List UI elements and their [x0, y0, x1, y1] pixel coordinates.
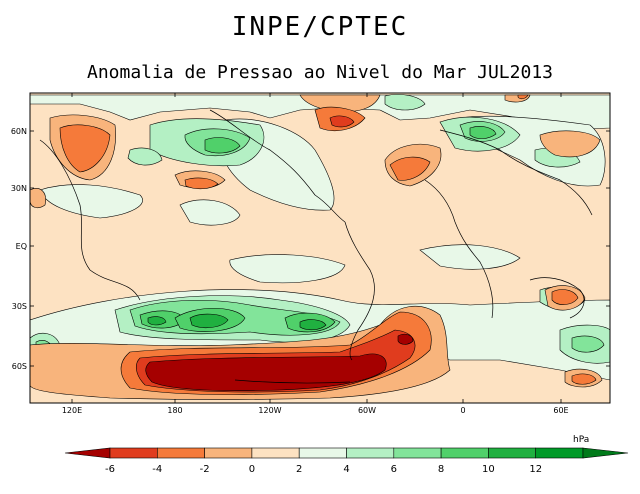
anomaly-band-8-10: [147, 313, 327, 331]
colorbar-label: 2: [296, 464, 302, 475]
colorbar-label: -6: [105, 464, 115, 475]
lat-tick-label: 30N: [11, 184, 27, 193]
plot-frame: [29, 92, 611, 404]
lat-tick-label: 60S: [12, 362, 27, 371]
colorbar-segment: [204, 447, 253, 459]
longitude-axis: 120E 180 120W 60W 0 60E: [62, 93, 569, 415]
colorbar-label: 0: [249, 464, 255, 475]
colorbar: -6 -4 -2 0 2 4 6 8 10 12: [64, 447, 629, 475]
map-subtitle: Anomalia de Pressao ao Nivel do Mar JUL2…: [87, 62, 553, 83]
colorbar-label: -2: [200, 464, 210, 475]
colorbar-segment: [109, 447, 158, 459]
colorbar-label: 8: [438, 464, 444, 475]
latitude-axis: 60N 30N EQ 30S 60S: [11, 127, 610, 371]
colorbar-segment: [251, 447, 300, 459]
colorbar-segment: [440, 447, 489, 459]
colorbar-segment: [393, 447, 442, 459]
colorbar-unit: hPa: [573, 435, 589, 445]
colorbar-high-arrow: [582, 447, 629, 459]
lon-tick-label: 180: [167, 406, 182, 415]
colorbar-segment: [298, 447, 347, 459]
colorbar-segment: [157, 447, 205, 459]
colorbar-low-arrow: [64, 447, 111, 459]
colorbar-segment: [346, 447, 395, 459]
colorbar-label: 10: [482, 464, 495, 475]
lon-tick-label: 0: [460, 406, 465, 415]
lon-tick-label: 60W: [358, 406, 376, 415]
anomaly-field: [30, 93, 610, 403]
lon-tick-label: 120W: [258, 406, 281, 415]
lon-tick-label: 120E: [62, 406, 82, 415]
anomaly-band-below-neg6: [145, 333, 414, 392]
colorbar-segment: [535, 447, 584, 459]
colorbar-label: -4: [152, 464, 162, 475]
colorbar-label: 12: [529, 464, 542, 475]
coastlines: [39, 109, 593, 384]
lat-tick-label: 30S: [12, 302, 27, 311]
lat-tick-label: 60N: [11, 127, 27, 136]
lon-tick-label: 60E: [553, 406, 568, 415]
lat-tick-label: EQ: [16, 242, 27, 251]
colorbar-label: 4: [343, 464, 349, 475]
map-title: INPE/CPTEC: [231, 12, 409, 42]
colorbar-label: 6: [391, 464, 397, 475]
colorbar-segment: [488, 447, 536, 459]
